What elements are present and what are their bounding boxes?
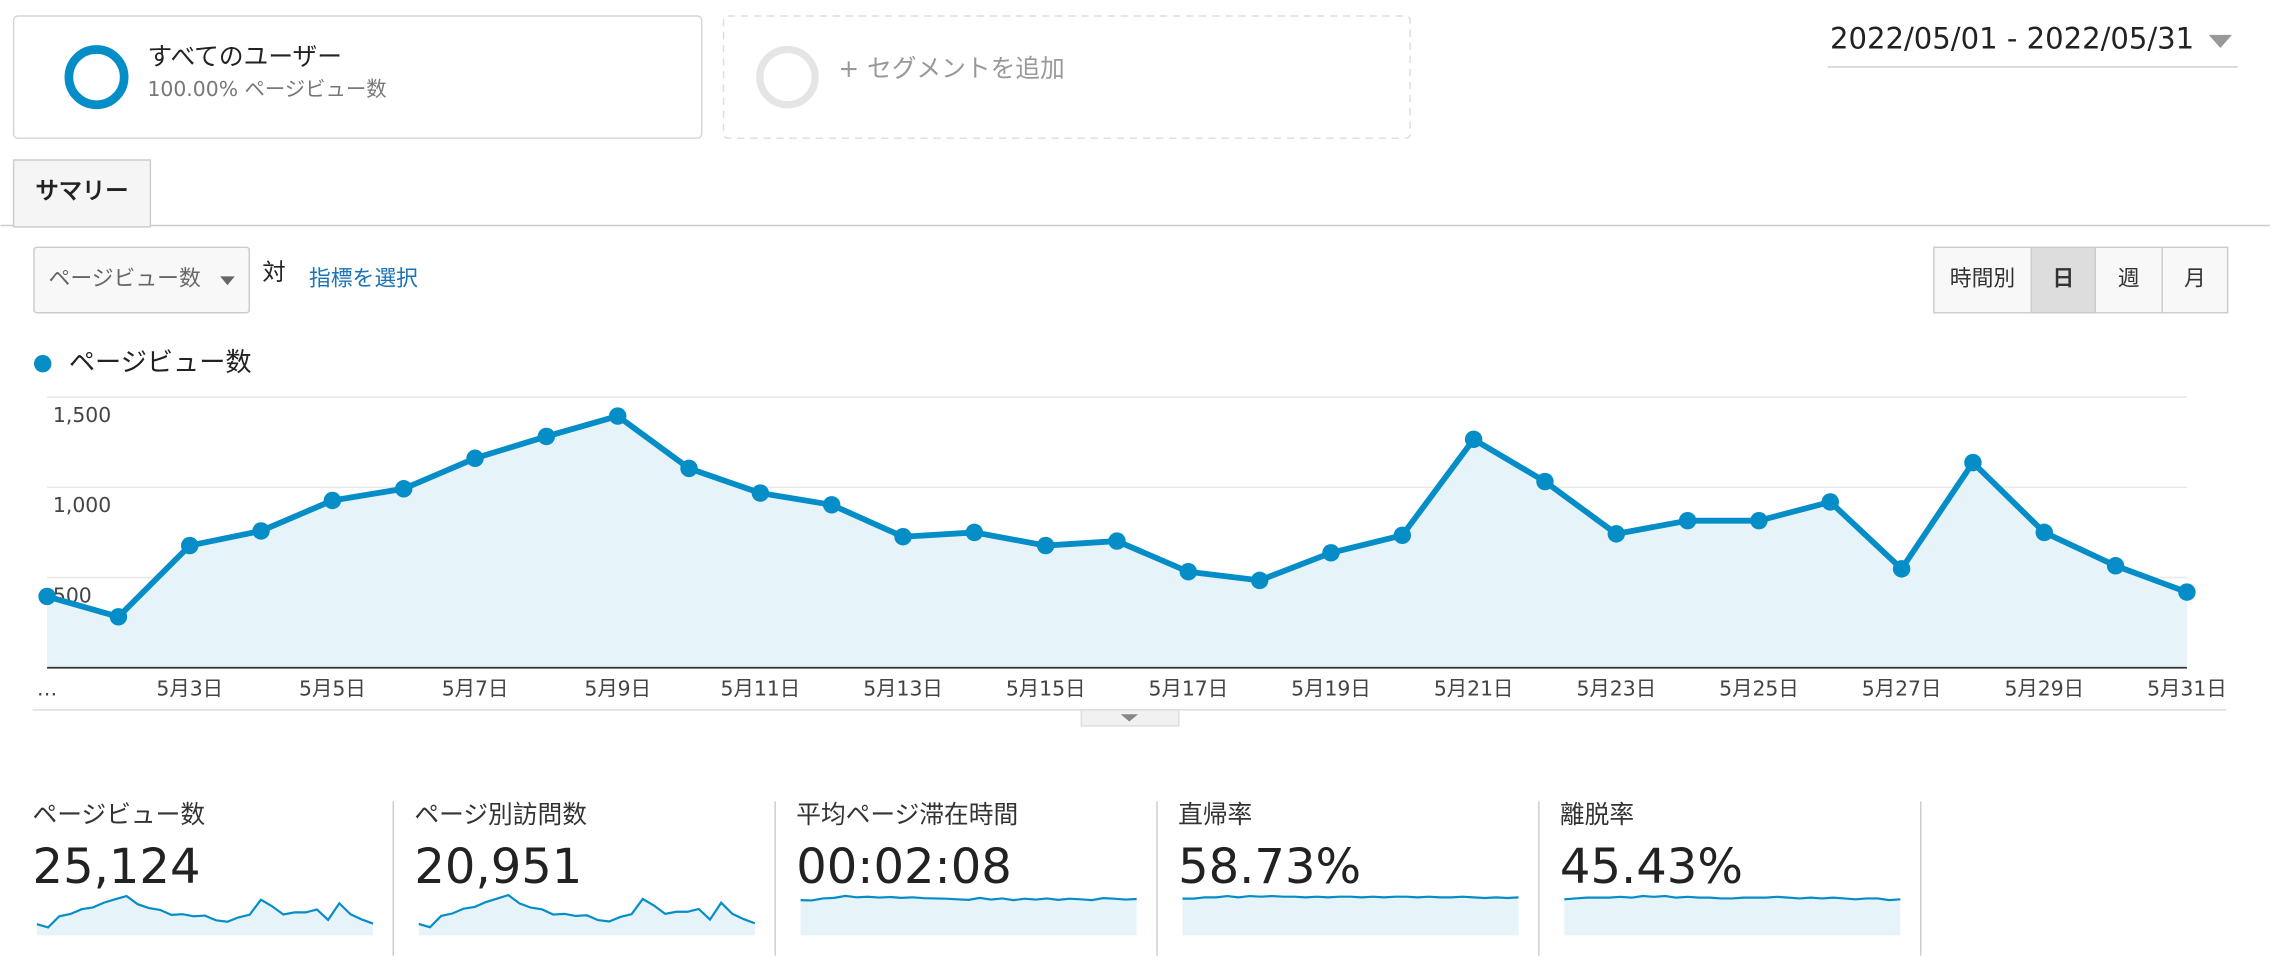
- sparkline-area: [1182, 896, 1519, 936]
- point[interactable]: [181, 536, 199, 555]
- metric-value: 45.43%: [1560, 839, 1743, 895]
- sparkline-area: [418, 895, 755, 936]
- point[interactable]: [751, 484, 770, 502]
- granularity-button[interactable]: [2094, 246, 2163, 314]
- metric-value: 00:02:08: [796, 839, 1012, 895]
- point[interactable]: [1250, 571, 1269, 590]
- point[interactable]: [38, 587, 56, 606]
- versus-label: 対: [262, 259, 285, 286]
- sparkline: [800, 894, 1137, 902]
- point[interactable]: [109, 608, 128, 626]
- x-tick-label: 5月9日: [584, 677, 651, 701]
- metric-label: 離脱率: [1560, 800, 1634, 829]
- point[interactable]: [2035, 523, 2053, 542]
- metric-label: 直帰率: [1178, 800, 1252, 829]
- metric-value: 20,951: [414, 839, 582, 895]
- tab-label: サマリー: [35, 178, 128, 205]
- granularity-label: 月: [2184, 266, 2206, 291]
- point[interactable]: [252, 522, 270, 540]
- point[interactable]: [608, 407, 627, 425]
- select-arrow: [220, 276, 235, 286]
- segment-icon: [64, 45, 129, 110]
- x-tick-label: 5月17日: [1149, 677, 1229, 701]
- point[interactable]: [965, 523, 984, 542]
- legend-label: ページビュー数: [69, 348, 252, 378]
- chart-toggle-arrow: [1120, 714, 1139, 722]
- point[interactable]: [1179, 563, 1198, 581]
- point[interactable]: [466, 449, 484, 468]
- x-tick-label: 5月23日: [1576, 677, 1656, 701]
- point[interactable]: [323, 491, 342, 510]
- point[interactable]: [2178, 583, 2196, 601]
- point[interactable]: [1036, 536, 1055, 555]
- metric-label: 平均ページ滞在時間: [796, 800, 1018, 829]
- sparkline: [1564, 894, 1901, 902]
- choose-metric-link[interactable]: 指標を選択: [309, 266, 418, 291]
- y-tick-label: 1,000: [53, 493, 111, 517]
- metric-label: ページビュー数: [33, 800, 206, 829]
- x-tick-label: 5月27日: [1862, 677, 1942, 701]
- x-tick-label: 5月29日: [2004, 677, 2084, 701]
- x-tick-label: 5月5日: [299, 677, 366, 701]
- x-tick-label: 5月3日: [156, 677, 223, 701]
- granularity-button[interactable]: [2161, 246, 2229, 314]
- point[interactable]: [1536, 472, 1554, 491]
- point[interactable]: [1464, 430, 1483, 449]
- granularity-label: 日: [2052, 266, 2074, 291]
- point[interactable]: [1678, 511, 1697, 530]
- metric-value: 58.73%: [1178, 839, 1361, 895]
- sparkline: [36, 894, 374, 929]
- metric-value: 25,124: [33, 839, 201, 895]
- x-tick-label: 5月19日: [1291, 677, 1371, 701]
- point[interactable]: [537, 427, 556, 446]
- add-segment-icon: [756, 45, 819, 109]
- date-range[interactable]: 2022/05/01 - 2022/05/31: [1830, 22, 2194, 56]
- segment-name: すべてのユーザー: [147, 42, 342, 71]
- x-tick-label: 5月21日: [1434, 677, 1514, 701]
- add-segment[interactable]: [722, 15, 1411, 139]
- metric-label: ページ別訪問数: [414, 800, 587, 829]
- metric-select[interactable]: [33, 246, 251, 314]
- x-tick-label: 5月11日: [721, 677, 801, 701]
- point[interactable]: [1892, 560, 1911, 578]
- y-tick-label: 1,500: [53, 403, 111, 427]
- x-tick-label: 5月15日: [1006, 677, 1086, 701]
- point[interactable]: [1108, 532, 1126, 550]
- date-dropdown-arrow: [2208, 34, 2233, 49]
- sparkline-area: [800, 895, 1137, 936]
- point[interactable]: [1821, 493, 1840, 511]
- sparkline: [1182, 894, 1519, 900]
- x-tick-label: …: [37, 677, 57, 701]
- point[interactable]: [822, 496, 841, 514]
- point[interactable]: [1607, 525, 1626, 543]
- segment-card[interactable]: [12, 15, 703, 139]
- sparkline-area: [1564, 896, 1901, 936]
- metric-select-label: ページビュー数: [49, 266, 201, 291]
- point[interactable]: [1322, 544, 1340, 562]
- x-tick-label: 5月31日: [2147, 677, 2227, 701]
- point[interactable]: [680, 459, 698, 478]
- point[interactable]: [1750, 511, 1768, 530]
- granularity-label: 週: [2118, 266, 2140, 291]
- segment-detail: 100.00% ページビュー数: [147, 77, 386, 101]
- point[interactable]: [1964, 453, 1982, 472]
- x-tick-label: 5月25日: [1719, 677, 1799, 701]
- point[interactable]: [1393, 526, 1412, 545]
- point[interactable]: [394, 480, 413, 498]
- legend-marker: [33, 354, 52, 373]
- x-tick-label: 5月7日: [442, 677, 509, 701]
- point[interactable]: [894, 528, 912, 546]
- x-tick-label: 5月13日: [863, 677, 943, 701]
- point[interactable]: [2106, 557, 2125, 575]
- granularity-label: 時間別: [1950, 266, 2015, 291]
- sparkline: [418, 893, 756, 929]
- add-segment-label: + セグメントを追加: [838, 54, 1064, 83]
- tab[interactable]: [12, 159, 152, 228]
